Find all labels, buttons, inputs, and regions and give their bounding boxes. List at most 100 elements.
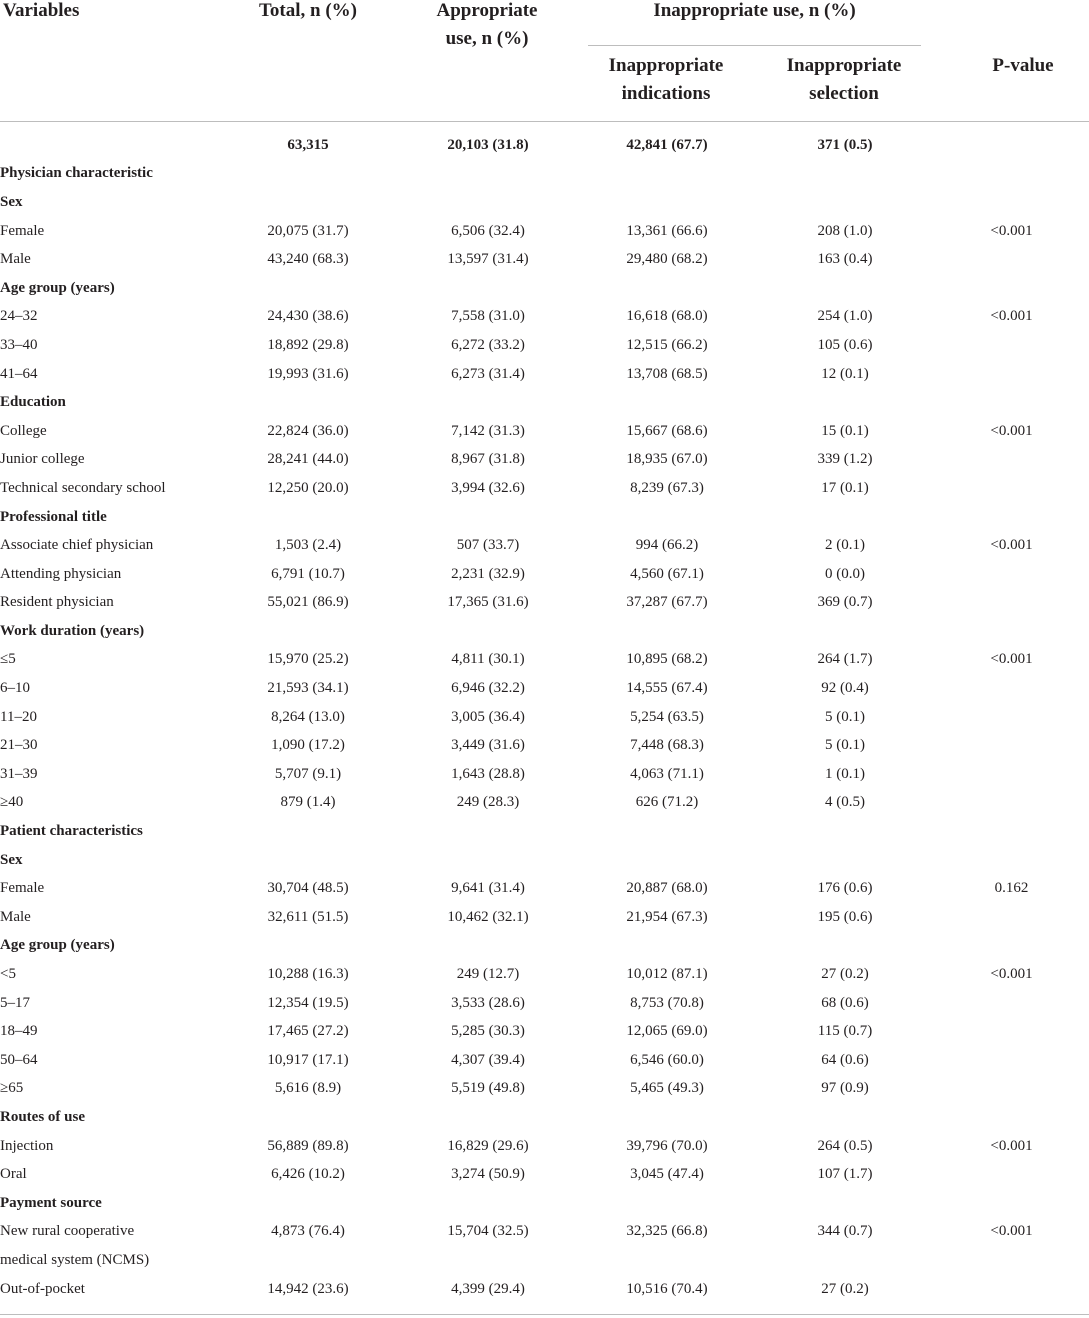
cell-indications: 13,708 (68.5): [626, 365, 708, 382]
cell-indications: 10,895 (68.2): [626, 651, 708, 668]
cell-p: <0.001: [990, 222, 1033, 239]
empty-cell: [398, 617, 578, 646]
cell-selection: 5 (0.1): [825, 737, 865, 754]
table-row: 41–64 19,993 (31.6) 6,273 (31.4) 13,708 (68…: [0, 360, 1089, 389]
cell-appropriate: 6,506 (32.4): [451, 222, 525, 239]
empty-cell: [218, 1189, 398, 1218]
cell-total: 10,917 (17.1): [267, 1051, 349, 1068]
empty-cell: [398, 160, 578, 189]
cell-appropriate: 507 (33.7): [456, 537, 520, 554]
cell-selection: 5 (0.1): [825, 708, 865, 725]
row-label: Male: [0, 251, 31, 268]
cell-selection: 254 (1.0): [817, 308, 873, 325]
cell-indications: 4,560 (67.1): [630, 565, 704, 582]
empty-cell: [934, 1189, 1089, 1218]
table-row: 6–10 21,593 (34.1) 6,946 (32.2) 14,555 (67.…: [0, 674, 1089, 703]
cell-selection: 208 (1.0): [817, 222, 873, 239]
cell-p: [934, 131, 1089, 160]
cell-indications: 6,546 (60.0): [630, 1051, 704, 1068]
cell-appropriate: 16,829 (29.6): [447, 1137, 529, 1154]
cell-indications: 32,325 (66.8): [626, 1223, 708, 1240]
table-row: Female 30,704 (48.5) 9,641 (31.4) 20,887 (6…: [0, 874, 1089, 903]
empty-cell: [398, 846, 578, 875]
group-row: Sex: [0, 846, 1089, 875]
table-row: <5 10,288 (16.3) 249 (12.7) 10,012 (87.1) 27…: [0, 960, 1089, 989]
group-row: Work duration (years): [0, 617, 1089, 646]
cell-p: [934, 731, 1089, 760]
row-label: 41–64: [0, 365, 38, 382]
group-row: Education: [0, 388, 1089, 417]
empty-cell: [578, 388, 756, 417]
cell-indications: 12,515 (66.2): [626, 336, 708, 353]
cell-appropriate: 20,103 (31.8): [447, 136, 529, 153]
cell-selection: 264 (1.7): [817, 651, 873, 668]
empty-cell: [578, 817, 756, 846]
empty-cell: [578, 503, 756, 532]
row-label: 33–40: [0, 336, 38, 353]
cell-indications: 15,667 (68.6): [626, 422, 708, 439]
cell-indications: [578, 1246, 756, 1275]
row-label: 11–20: [0, 708, 37, 725]
cell-selection: 64 (0.6): [821, 1051, 869, 1068]
cell-indications: 4,063 (71.1): [630, 765, 704, 782]
cell-total: 5,616 (8.9): [274, 1080, 342, 1097]
row-label: <5: [0, 966, 16, 983]
cell-p: [934, 903, 1089, 932]
cell-selection: 107 (1.7): [817, 1166, 873, 1183]
empty-cell: [398, 188, 578, 217]
row-label: 50–64: [0, 1051, 38, 1068]
header-appropriate-line2: use, n (%): [445, 28, 529, 49]
empty-cell: [578, 1103, 756, 1132]
cell-p: [934, 1075, 1089, 1104]
empty-cell: [578, 274, 756, 303]
cell-p: <0.001: [990, 422, 1033, 439]
empty-cell: [218, 932, 398, 961]
cell-selection: 105 (0.6): [817, 336, 873, 353]
header-appropriate-line1: Appropriate: [436, 0, 538, 21]
header-inappropriate: Inappropriate use, n (%): [653, 0, 856, 21]
cell-selection: 339 (1.2): [817, 451, 873, 468]
cell-appropriate: 6,273 (31.4): [451, 365, 525, 382]
table-row: ≥40 879 (1.4) 249 (28.3) 626 (71.2) 4 (0.5): [0, 789, 1089, 818]
row-label: Injection: [0, 1137, 54, 1154]
cell-appropriate: 3,274 (50.9): [451, 1166, 525, 1183]
cell-p: [934, 360, 1089, 389]
empty-cell: [756, 274, 934, 303]
cell-indications: 5,465 (49.3): [630, 1080, 704, 1097]
cell-indications: 7,448 (68.3): [630, 737, 704, 754]
cell-selection: 369 (0.7): [817, 594, 873, 611]
cell-indications: 994 (66.2): [635, 537, 699, 554]
cell-p: <0.001: [990, 308, 1033, 325]
cell-appropriate: 2,231 (32.9): [451, 565, 525, 582]
cell-total: 10,288 (16.3): [267, 966, 349, 983]
empty-cell: [218, 846, 398, 875]
empty-cell: [218, 188, 398, 217]
cell-appropriate: 1,643 (28.8): [451, 765, 525, 782]
row-label: Age group (years): [0, 279, 115, 296]
cell-selection: 97 (0.9): [821, 1080, 869, 1097]
cell-total: 6,426 (10.2): [271, 1166, 345, 1183]
cell-p: [934, 560, 1089, 589]
total-row: 63,315 20,103 (31.8) 42,841 (67.7) 371 (0.5…: [0, 131, 1089, 160]
cell-indications: 8,239 (67.3): [630, 479, 704, 496]
cell-total: 21,593 (34.1): [267, 680, 349, 697]
row-label: Patient characteristics: [0, 823, 143, 840]
cell-appropriate: 4,307 (39.4): [451, 1051, 525, 1068]
cell-indications: 626 (71.2): [635, 794, 699, 811]
cell-p: <0.001: [990, 966, 1033, 983]
row-label: Age group (years): [0, 937, 115, 954]
cell-total: 63,315: [287, 136, 329, 153]
empty-cell: [934, 846, 1089, 875]
row-label: Education: [0, 394, 66, 411]
empty-cell: [218, 817, 398, 846]
cell-selection: 12 (0.1): [821, 365, 869, 382]
cell-p: [934, 1160, 1089, 1189]
cell-indications: 16,618 (68.0): [626, 308, 708, 325]
cell-p: [934, 1275, 1089, 1304]
cell-p: [934, 789, 1089, 818]
cell-indications: 12,065 (69.0): [626, 1023, 708, 1040]
cell-appropriate: 6,272 (33.2): [451, 336, 525, 353]
row-label: 18–49: [0, 1023, 38, 1040]
row-label: medical system (NCMS): [0, 1251, 150, 1268]
